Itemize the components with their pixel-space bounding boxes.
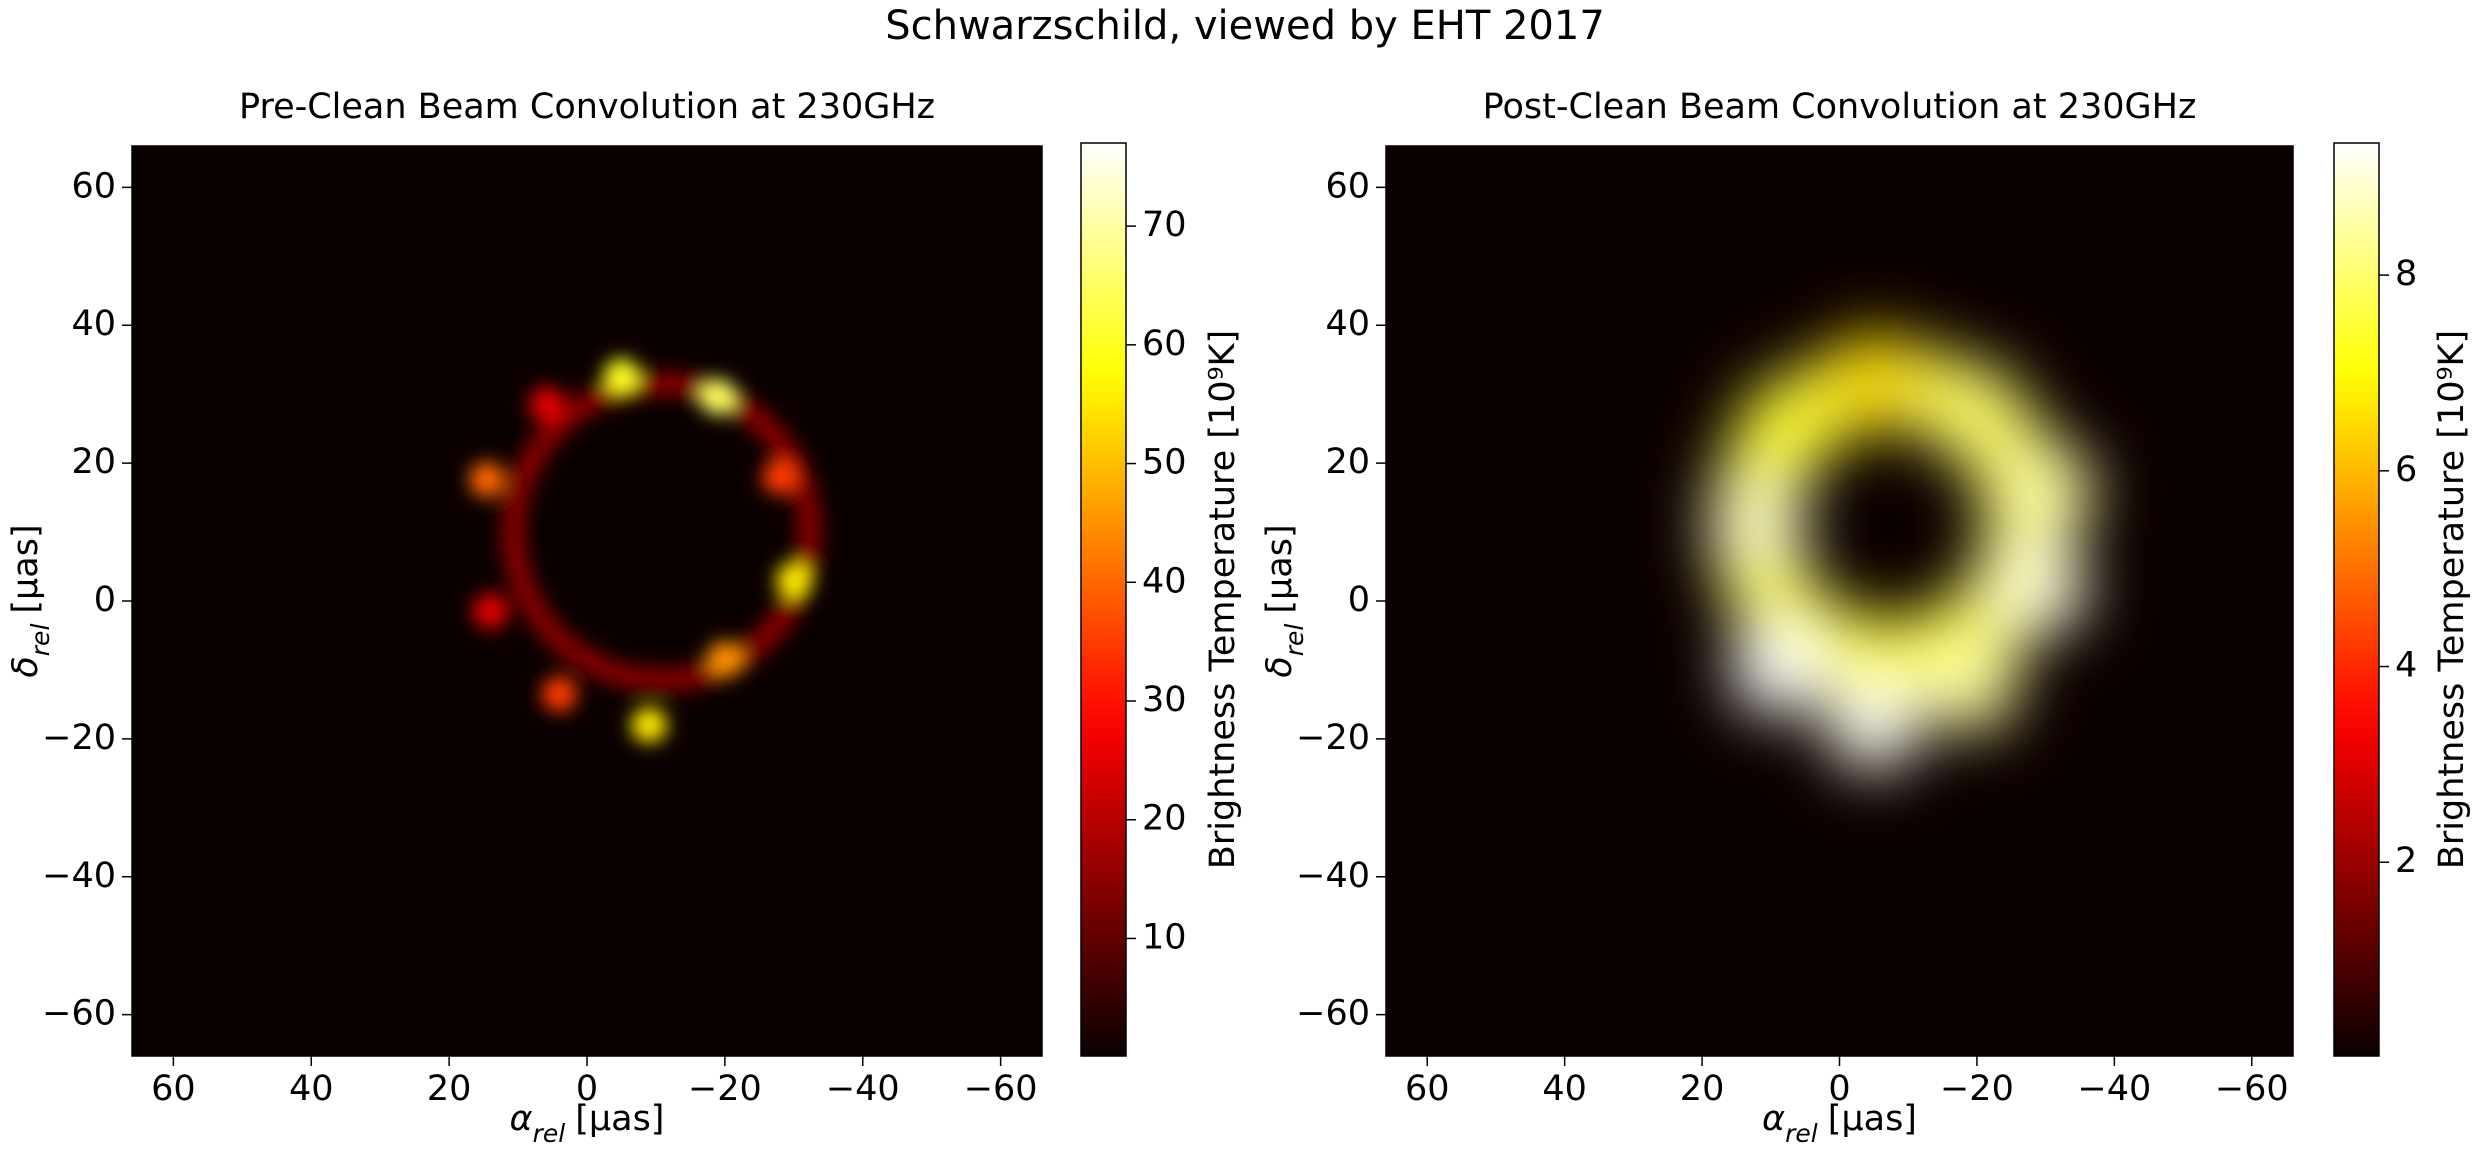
hotspot xyxy=(1997,442,2094,539)
y-axis-label: δrel [μas] xyxy=(1260,524,1309,677)
hotspot xyxy=(700,379,736,415)
image-background xyxy=(132,146,1042,1056)
x-tick-label: 0 xyxy=(1828,1069,1850,1109)
panel: Pre-Clean Beam Convolution at 230GHz 60 40… xyxy=(6,87,1243,1148)
image-content xyxy=(1708,332,2094,771)
x-tick-label: −60 xyxy=(2215,1069,2289,1109)
x-tick-label: −20 xyxy=(688,1069,762,1109)
x-tick-label: 40 xyxy=(289,1069,334,1109)
image-background xyxy=(1386,146,2293,1056)
hotspot xyxy=(472,593,509,630)
image xyxy=(469,358,822,744)
panel-title: Pre-Clean Beam Convolution at 230GHz xyxy=(239,87,935,127)
colorbar-tick-label: 70 xyxy=(1142,205,1187,245)
y-axis-label-subscript: rel xyxy=(26,624,55,657)
hotspot xyxy=(541,676,578,712)
x-axis-label-unit: [μas] xyxy=(1828,1099,1917,1139)
y-tick-label: −60 xyxy=(42,994,116,1034)
image-content xyxy=(469,358,822,744)
hotspot xyxy=(603,358,640,395)
hotspot xyxy=(1730,619,1828,716)
y-tick-label: −60 xyxy=(1296,994,1370,1034)
colorbar-tick-label: 4 xyxy=(2395,646,2417,686)
y-tick-label: 0 xyxy=(1348,580,1370,620)
x-tick-label: 60 xyxy=(1405,1069,1450,1109)
hotspot xyxy=(1990,539,2087,636)
colorbar-tick-label: 60 xyxy=(1142,324,1187,364)
colorbar-tick-label: 8 xyxy=(2395,254,2417,294)
ring xyxy=(501,371,822,693)
x-tick-label: −60 xyxy=(964,1069,1038,1109)
colorbar-tick-label: 40 xyxy=(1142,561,1187,601)
colorbar-tick-label: 2 xyxy=(2395,841,2417,881)
colorbar-label: Brightness Temperature [10⁹K] xyxy=(2432,330,2472,869)
x-tick-label: −40 xyxy=(2077,1069,2151,1109)
x-axis-label-symbol: α xyxy=(510,1099,533,1139)
hotspot xyxy=(469,461,505,498)
x-tick-label: 20 xyxy=(427,1069,472,1109)
hotspot xyxy=(1928,366,2026,463)
hotspot xyxy=(706,640,743,677)
y-axis-label-symbol: δ xyxy=(6,656,46,677)
x-axis-label: αrel [μas] xyxy=(510,1099,665,1148)
y-axis-label-subscript: rel xyxy=(1280,624,1309,657)
y-tick-label: 60 xyxy=(71,166,116,206)
hotspot xyxy=(1708,477,1806,574)
x-tick-label: −20 xyxy=(1940,1069,2014,1109)
y-axis-label-unit: [μas] xyxy=(6,524,46,613)
colorbar xyxy=(2333,142,2380,1057)
y-axis-label-unit: [μas] xyxy=(1260,524,1300,613)
x-tick-label: 20 xyxy=(1680,1069,1725,1109)
hotspot xyxy=(1921,635,2019,732)
hotspot xyxy=(1825,674,1922,771)
y-tick-label: 40 xyxy=(1325,304,1370,344)
y-tick-label: −20 xyxy=(1296,718,1370,758)
colorbar-tick-label: 10 xyxy=(1142,917,1187,957)
panel-title: Post-Clean Beam Convolution at 230GHz xyxy=(1483,87,2197,127)
x-axis-label-subscript: rel xyxy=(533,1119,566,1148)
colorbar-tick-label: 20 xyxy=(1142,799,1187,839)
hotspot xyxy=(1825,332,1922,429)
x-axis-label: αrel [μas] xyxy=(1762,1099,1917,1148)
x-axis-label-unit: [μas] xyxy=(575,1099,664,1139)
image xyxy=(1708,332,2094,771)
colorbar-tick-label: 30 xyxy=(1142,680,1187,720)
hotspot xyxy=(762,458,798,495)
hotspot xyxy=(1739,380,1836,477)
y-tick-label: 40 xyxy=(71,304,116,344)
x-axis-label-symbol: α xyxy=(1762,1099,1785,1139)
x-tick-label: 40 xyxy=(1542,1069,1587,1109)
y-axis-label-symbol: δ xyxy=(1260,656,1300,677)
y-tick-label: −40 xyxy=(1296,856,1370,896)
x-tick-label: 60 xyxy=(151,1069,196,1109)
y-tick-label: 20 xyxy=(71,442,116,482)
y-tick-label: −40 xyxy=(42,856,116,896)
x-tick-label: 0 xyxy=(576,1069,598,1109)
y-tick-label: −20 xyxy=(42,718,116,758)
y-tick-label: 20 xyxy=(1325,442,1370,482)
colorbar-tick-label: 50 xyxy=(1142,443,1187,483)
y-axis-label: δrel [μas] xyxy=(6,524,55,677)
x-axis-label-subscript: rel xyxy=(1785,1119,1818,1148)
hotspot xyxy=(529,386,565,423)
colorbar-label: Brightness Temperature [10⁹K] xyxy=(1203,330,1243,869)
hotspot xyxy=(775,562,812,599)
colorbar-tick-label: 6 xyxy=(2395,450,2417,490)
y-tick-label: 0 xyxy=(94,580,116,620)
hotspot xyxy=(631,707,667,744)
x-tick-label: −40 xyxy=(826,1069,900,1109)
y-tick-label: 60 xyxy=(1325,166,1370,206)
figure-title: Schwarzschild, viewed by EHT 2017 xyxy=(885,3,1605,49)
colorbar xyxy=(1080,142,1127,1057)
